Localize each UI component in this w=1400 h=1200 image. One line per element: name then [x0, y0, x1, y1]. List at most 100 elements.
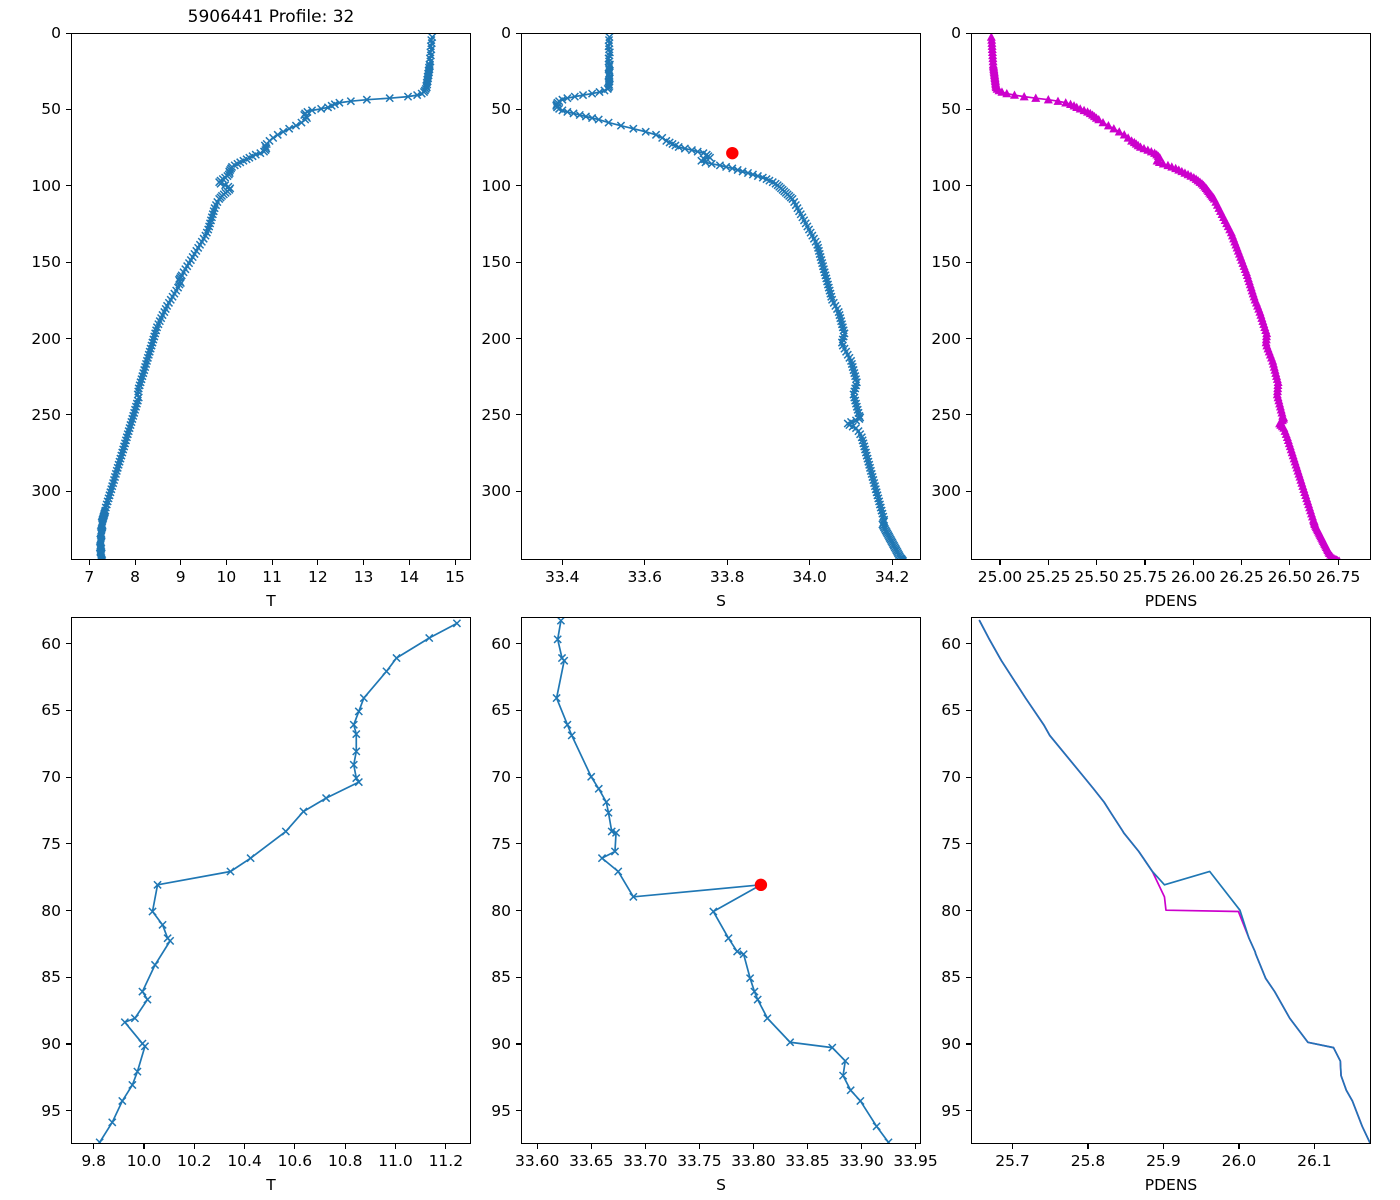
panel-temperature-zoom-xlabel: T — [266, 1176, 276, 1194]
panel-temperature-zoom-ytick-label-4: 80 — [41, 901, 61, 920]
panel-temperature-zoom-xtick-label-3: 10.4 — [227, 1152, 262, 1170]
panel-pdens-full-ytick-mark-5 — [966, 414, 971, 416]
panel-pdens-zoom-xtick-mark-1 — [1087, 1144, 1089, 1149]
panel-temperature-zoom-xtick-mark-5 — [344, 1144, 346, 1149]
panel-temperature-zoom-xtick-mark-7 — [445, 1144, 447, 1149]
panel-salinity-full-ytick-mark-6 — [516, 490, 521, 492]
panel-salinity-zoom-ytick-mark-2 — [516, 776, 521, 778]
panel-salinity-zoom-flagged-point[interactable] — [754, 878, 768, 892]
panel-temperature-zoom-ytick-mark-4 — [66, 910, 71, 912]
panel-salinity-zoom-xtick-mark-6 — [861, 1144, 863, 1149]
panel-temperature-full-xtick-label-6: 13 — [353, 568, 374, 586]
panel-pdens-full-xtick-label-7: 26.75 — [1315, 568, 1361, 586]
panel-pdens-zoom-ytick-mark-1 — [966, 709, 971, 711]
panel-salinity-full-flagged-point[interactable] — [726, 146, 739, 160]
panel-salinity-zoom-xtick-label-2: 33.70 — [623, 1152, 668, 1170]
panel-salinity-zoom-xtick-mark-7 — [915, 1144, 917, 1149]
panel-salinity-zoom-xtick-label-6: 33.90 — [839, 1152, 884, 1170]
panel-salinity-zoom-ytick-mark-3 — [516, 843, 521, 845]
panel-pdens-full-ytick-label-0: 0 — [951, 24, 961, 42]
panel-pdens-zoom-xtick-label-0: 25.7 — [995, 1152, 1030, 1170]
panel-pdens-full-ytick-mark-1 — [966, 108, 971, 110]
panel-salinity-full-axes — [521, 33, 921, 560]
panel-salinity-full-ytick-label-4: 200 — [481, 329, 511, 348]
panel-salinity-full-ytick-label-2: 100 — [481, 176, 511, 195]
panel-pdens-full-ytick-label-5: 250 — [931, 405, 961, 424]
panel-temperature-full-xtick-label-0: 7 — [84, 568, 95, 586]
panel-temperature-zoom-ytick-label-6: 90 — [41, 1034, 61, 1053]
panel-salinity-full-ytick-mark-1 — [516, 108, 521, 110]
panel-pdens-zoom-ytick-label-0: 60 — [941, 634, 961, 653]
panel-salinity-zoom-series-line-0 — [555, 619, 890, 1143]
panel-temperature-zoom-ytick-mark-6 — [66, 1043, 71, 1045]
panel-salinity-zoom-ytick-label-5: 85 — [491, 968, 511, 987]
panel-temperature-full-ytick-label-1: 50 — [41, 100, 61, 119]
panel-temperature-zoom-ytick-mark-3 — [66, 843, 71, 845]
panel-pdens-full-ytick-label-3: 150 — [931, 253, 961, 272]
panel-pdens-full-plot-area — [986, 34, 1341, 559]
panel-temperature-full-xtick-mark-2 — [180, 560, 182, 565]
panel-temperature-zoom-ytick-label-7: 95 — [41, 1101, 61, 1120]
panel-salinity-zoom-ytick-mark-4 — [516, 910, 521, 912]
panel-salinity-full-ytick-mark-2 — [516, 185, 521, 187]
panel-pdens-full-xtick-mark-7 — [1337, 560, 1339, 565]
panel-pdens-full-ytick-label-4: 200 — [931, 329, 961, 348]
panel-pdens-full-xtick-label-4: 26.00 — [1171, 568, 1216, 586]
panel-salinity-zoom-xtick-mark-3 — [698, 1144, 700, 1149]
panel-temperature-full-ytick-label-6: 300 — [31, 482, 61, 501]
panel-temperature-full-ytick-mark-3 — [66, 261, 71, 263]
panel-temperature-zoom-ytick-label-1: 65 — [41, 701, 61, 720]
panel-pdens-full-xtick-label-0: 25.00 — [977, 568, 1023, 586]
panel-pdens-zoom-ytick-label-6: 90 — [941, 1034, 961, 1053]
panel-temperature-zoom-ytick-label-3: 75 — [41, 834, 61, 853]
panel-temperature-full-xtick-label-5: 12 — [307, 568, 328, 586]
panel-salinity-zoom-ytick-mark-0 — [516, 643, 521, 645]
panel-pdens-full-ytick-label-6: 300 — [931, 482, 961, 501]
panel-pdens-zoom-plot-area — [978, 619, 1370, 1143]
panel-temperature-full-xtick-label-8: 15 — [445, 568, 465, 586]
panel-temperature-full-xtick-mark-1 — [134, 560, 136, 565]
panel-pdens-zoom-ytick-label-3: 75 — [941, 834, 961, 853]
panel-salinity-full-ytick-label-5: 250 — [481, 405, 511, 424]
panel-temperature-full-xtick-mark-8 — [454, 560, 456, 565]
panel-temperature-zoom-ytick-label-2: 70 — [41, 768, 61, 787]
panel-salinity-zoom-xtick-label-7: 33.95 — [893, 1152, 938, 1170]
panel-temperature-full-plot-area — [95, 34, 437, 559]
panel-salinity-full-ytick-label-3: 150 — [481, 253, 511, 272]
panel-salinity-full-ytick-mark-5 — [516, 414, 521, 416]
panel-pdens-zoom-ytick-mark-0 — [966, 643, 971, 645]
panel-pdens-full-ytick-mark-3 — [966, 261, 971, 263]
panel-temperature-zoom-plot-area — [95, 619, 462, 1143]
panel-temperature-full-ytick-mark-2 — [66, 185, 71, 187]
panel-temperature-zoom-ytick-mark-1 — [66, 709, 71, 711]
panel-salinity-full-ytick-mark-4 — [516, 338, 521, 340]
panel-temperature-zoom-xtick-mark-1 — [143, 1144, 145, 1149]
panel-salinity-full-series-markers-0 — [552, 34, 908, 559]
panel-salinity-zoom-ytick-mark-7 — [516, 1110, 521, 1112]
panel-pdens-full-xtick-mark-5 — [1241, 560, 1243, 565]
panel-temperature-full-xtick-label-3: 10 — [216, 568, 237, 586]
panel-salinity-full-xtick-label-4: 34.2 — [874, 568, 910, 586]
panel-temperature-zoom-series-markers-0 — [95, 619, 462, 1143]
panel-pdens-full-xtick-label-2: 25.50 — [1074, 568, 1119, 586]
panel-salinity-full-xtick-label-0: 33.4 — [544, 568, 580, 586]
panel-pdens-full-xtick-mark-6 — [1289, 560, 1291, 565]
panel-pdens-zoom-xtick-mark-3 — [1238, 1144, 1240, 1149]
panel-temperature-zoom-ytick-mark-7 — [66, 1110, 71, 1112]
panel-salinity-zoom-ytick-label-2: 70 — [491, 768, 511, 787]
panel-pdens-zoom-xtick-mark-0 — [1012, 1144, 1014, 1149]
panel-salinity-full-xtick-mark-2 — [726, 560, 728, 565]
panel-pdens-full-ytick-mark-2 — [966, 185, 971, 187]
panel-pdens-zoom-ytick-mark-5 — [966, 976, 971, 978]
panel-salinity-full-plot-area — [552, 34, 908, 559]
panel-pdens-zoom-xtick-mark-2 — [1162, 1144, 1165, 1149]
panel-salinity-full-xtick-label-3: 34.0 — [792, 568, 827, 586]
panel-pdens-full-ytick-label-1: 50 — [941, 100, 961, 119]
panel-temperature-zoom-ytick-mark-2 — [66, 776, 71, 778]
panel-pdens-full-ytick-label-2: 100 — [931, 176, 961, 195]
panel-pdens-zoom-xtick-label-4: 26.1 — [1297, 1152, 1332, 1170]
panel-pdens-full-xtick-label-3: 25.75 — [1122, 568, 1168, 586]
